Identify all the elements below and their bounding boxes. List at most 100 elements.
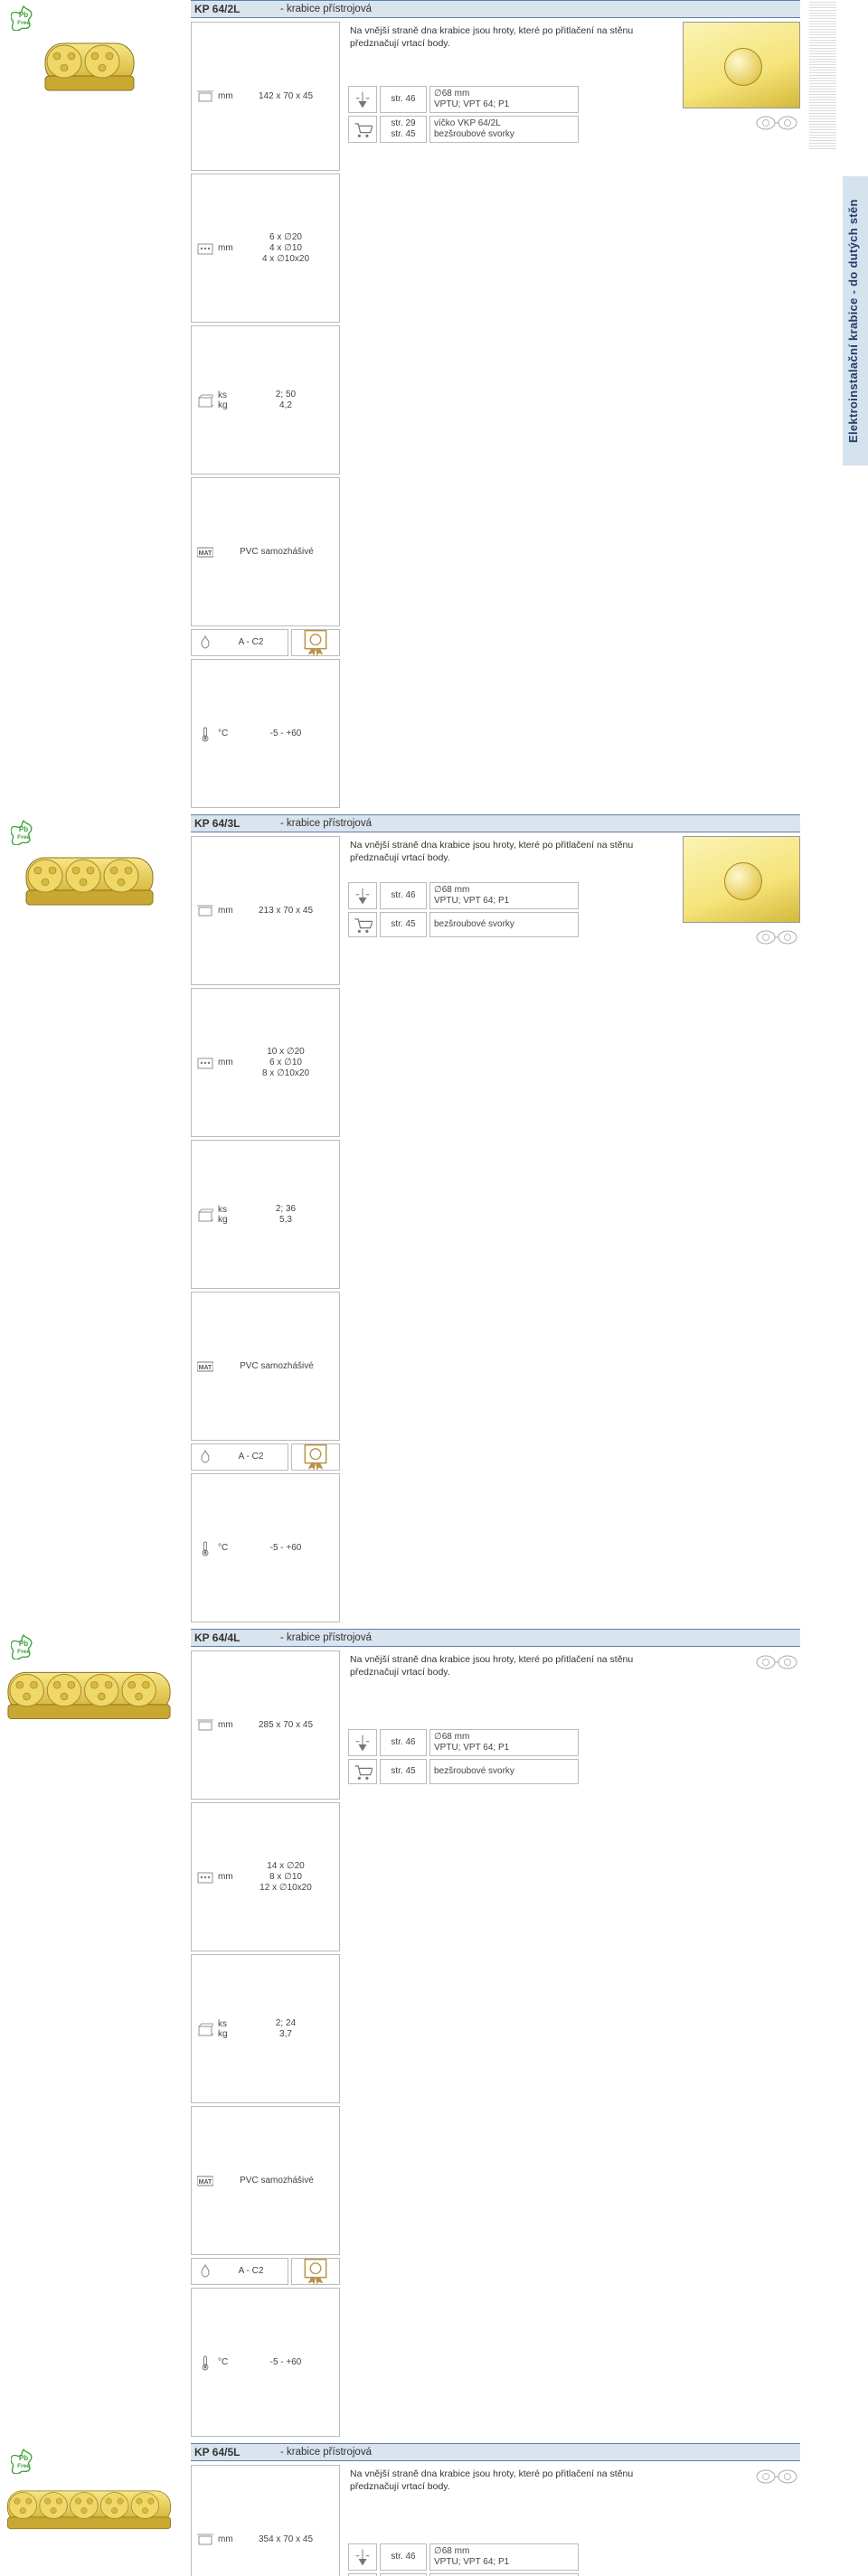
spec-material: PVC samozhášivé	[191, 1292, 340, 1441]
spec-temp: °C -5 - +60	[191, 1473, 340, 1622]
drill-page: str. 46	[380, 1729, 427, 1756]
product-code: KP 64/5L	[194, 2446, 280, 2458]
spec-cert	[291, 1443, 340, 1471]
product-block: KP 64/3L - krabice přístrojová mm 213 x …	[5, 814, 841, 1625]
product-image	[5, 36, 173, 96]
product-block: KP 64/5L - krabice přístrojová mm 354 x …	[5, 2443, 841, 2576]
product-image	[5, 851, 173, 910]
spec-pack: kskg 2; 24 3,7	[191, 1954, 340, 2103]
fire-icon	[195, 2263, 215, 2280]
drill-icon-cell	[348, 86, 377, 113]
dim-icon	[195, 89, 215, 105]
body-text: Na vnější straně dna krabice jsou hroty,…	[348, 2465, 666, 2498]
acc-page: str. 29 str. 45	[380, 116, 427, 143]
product-title-bar: KP 64/2L - krabice přístrojová	[191, 0, 800, 18]
goggles-icon	[672, 2468, 800, 2488]
pb-free-icon	[11, 5, 36, 31]
acc-text: bezšroubové svorky	[429, 2573, 579, 2576]
product-block: KP 64/2L - krabice přístrojová mm 142 x …	[5, 0, 841, 811]
product-code: KP 64/4L	[194, 1631, 280, 1644]
acc-text: bezšroubové svorky	[429, 912, 579, 937]
cert-icon	[302, 2261, 329, 2282]
product-image	[5, 1665, 173, 1725]
drill-text: ∅68 mm VPTU; VPT 64; P1	[429, 882, 579, 909]
goggles-icon	[672, 114, 800, 135]
drill-page: str. 46	[380, 86, 427, 113]
product-code: KP 64/3L	[194, 817, 280, 830]
spec-dim: mm 285 x 70 x 45	[191, 1650, 340, 1800]
pack-icon	[195, 392, 215, 409]
product-desc: - krabice přístrojová	[280, 4, 372, 14]
holes-icon	[195, 1869, 215, 1885]
pb-free-icon	[11, 820, 36, 845]
drill-page: str. 46	[380, 882, 427, 909]
spec-cert	[291, 2258, 340, 2285]
temp-icon	[195, 726, 215, 742]
pb-free-icon	[11, 1634, 36, 1659]
pack-icon	[195, 1207, 215, 1223]
cart-icon-cell	[348, 2573, 377, 2576]
spec-pack: kskg 2; 36 5,3	[191, 1140, 340, 1289]
drill-icon-cell	[348, 882, 377, 909]
product-desc: - krabice přístrojová	[280, 1632, 372, 1643]
drill-icon-cell	[348, 1729, 377, 1756]
cert-icon	[302, 1446, 329, 1468]
pack-icon	[195, 2021, 215, 2037]
product-title-bar: KP 64/4L - krabice přístrojová	[191, 1629, 800, 1647]
temp-icon	[195, 2355, 215, 2371]
pb-free-icon	[11, 2449, 36, 2474]
drill-text: ∅68 mm VPTU; VPT 64; P1	[429, 86, 579, 113]
spec-material: PVC samozhášivé	[191, 477, 340, 626]
product-image	[5, 2479, 173, 2539]
drill-text: ∅68 mm VPTU; VPT 64; P1	[429, 2543, 579, 2571]
acc-page: str. 45	[380, 1759, 427, 1784]
side-tab-label: Elektroinstalační krabice - do dutých st…	[843, 176, 868, 465]
drill-page: str. 46	[380, 2543, 427, 2571]
spec-holes: mm 6 x ∅20 4 x ∅10 4 x ∅10x20	[191, 174, 340, 323]
body-text: Na vnější straně dna krabice jsou hroty,…	[348, 22, 666, 55]
dim-icon	[195, 2532, 215, 2548]
acc-page: str. 45	[380, 2573, 427, 2576]
spec-rating: A - C2	[191, 1443, 288, 1471]
spec-cert	[291, 629, 340, 656]
acc-text: víčko VKP 64/2L bezšroubové svorky	[429, 116, 579, 143]
inset-photo	[683, 836, 800, 923]
drill-icon-cell	[348, 2543, 377, 2571]
spec-holes: mm 10 x ∅20 6 x ∅10 8 x ∅10x20	[191, 988, 340, 1137]
goggles-icon	[672, 1653, 800, 1674]
spec-material: PVC samozhášivé	[191, 2106, 340, 2255]
goggles-icon	[672, 928, 800, 949]
page-hatch-decoration	[809, 0, 836, 149]
product-block: KP 64/4L - krabice přístrojová mm 285 x …	[5, 1629, 841, 2440]
product-desc: - krabice přístrojová	[280, 818, 372, 829]
cart-icon-cell	[348, 912, 377, 937]
body-text: Na vnější straně dna krabice jsou hroty,…	[348, 836, 666, 870]
dim-icon	[195, 903, 215, 919]
temp-icon	[195, 1540, 215, 1556]
spec-rating: A - C2	[191, 629, 288, 656]
spec-holes: mm 14 x ∅20 8 x ∅10 12 x ∅10x20	[191, 1802, 340, 1951]
inset-photo	[683, 22, 800, 108]
body-text: Na vnější straně dna krabice jsou hroty,…	[348, 1650, 666, 1684]
mat-icon	[195, 1359, 215, 1375]
mat-icon	[195, 2173, 215, 2189]
spec-temp: °C -5 - +60	[191, 659, 340, 808]
holes-icon	[195, 240, 215, 257]
spec-dim: mm 213 x 70 x 45	[191, 836, 340, 985]
product-title-bar: KP 64/5L - krabice přístrojová	[191, 2443, 800, 2461]
drill-text: ∅68 mm VPTU; VPT 64; P1	[429, 1729, 579, 1756]
spec-temp: °C -5 - +60	[191, 2288, 340, 2437]
cart-icon-cell	[348, 1759, 377, 1784]
acc-text: bezšroubové svorky	[429, 1759, 579, 1784]
spec-pack: kskg 2; 50 4,2	[191, 325, 340, 475]
acc-page: str. 45	[380, 912, 427, 937]
product-title-bar: KP 64/3L - krabice přístrojová	[191, 814, 800, 832]
spec-dim: mm 142 x 70 x 45	[191, 22, 340, 171]
mat-icon	[195, 544, 215, 560]
product-code: KP 64/2L	[194, 3, 280, 15]
fire-icon	[195, 1449, 215, 1465]
holes-icon	[195, 1055, 215, 1071]
spec-dim: mm 354 x 70 x 45	[191, 2465, 340, 2576]
spec-rating: A - C2	[191, 2258, 288, 2285]
dim-icon	[195, 1717, 215, 1734]
